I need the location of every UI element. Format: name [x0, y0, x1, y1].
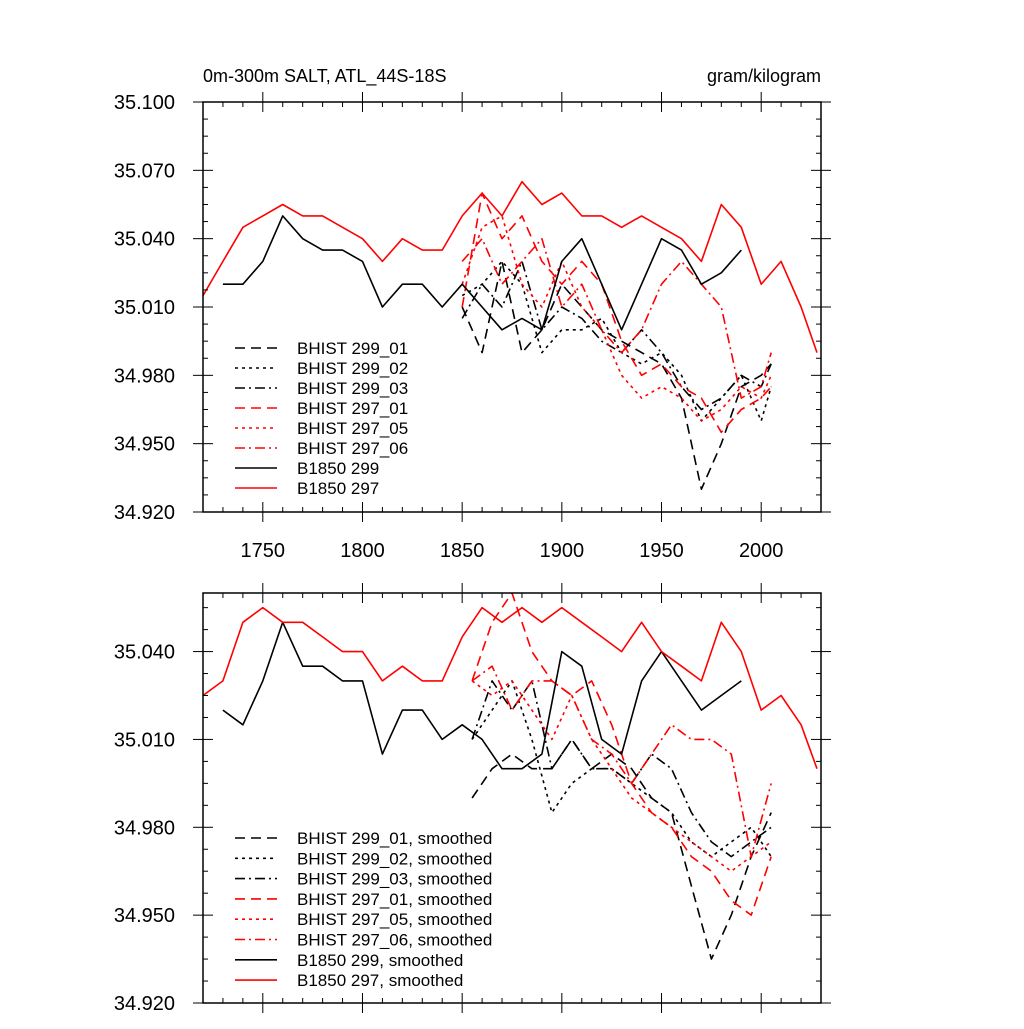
series-line-8 — [203, 180, 818, 353]
y-tick-label: 34.920 — [114, 502, 175, 524]
series-line-1 — [471, 738, 772, 960]
legend-label: BHIST 297_01, smoothed — [297, 890, 492, 909]
x-tick-label: 1900 — [540, 540, 585, 562]
legend-label: BHIST 299_02, smoothed — [297, 849, 492, 868]
y-tick-label: 35.070 — [114, 160, 175, 182]
series-group — [203, 180, 818, 491]
x-tick-label: 1850 — [440, 540, 485, 562]
legend-label: BHIST 297_05 — [297, 419, 408, 438]
bottom-panel: 34.920 34.950 34.980 35.010 35.040 BHIST 299_… — [114, 583, 831, 1015]
legend-label: BHIST 299_03 — [297, 379, 408, 398]
y-tick-label: 35.040 — [114, 229, 175, 251]
x-tick-label: 2000 — [739, 540, 784, 562]
y-tick-label: 34.920 — [114, 993, 175, 1015]
y-tick-label: 35.010 — [114, 729, 175, 751]
series-line-8 — [203, 606, 818, 769]
series-line-7 — [222, 621, 742, 770]
y-tick-label: 35.040 — [114, 642, 175, 664]
legend-label: BHIST 297_01 — [297, 399, 408, 418]
y-tick-label: 34.950 — [114, 905, 175, 927]
series-line-7 — [222, 215, 742, 331]
legend-label: BHIST 299_01 — [297, 339, 408, 358]
chart-units: gram/kilogram — [707, 66, 821, 86]
plot-frame — [202, 592, 822, 1004]
series-line-4 — [461, 192, 772, 434]
y-tick-label: 35.100 — [114, 92, 175, 114]
series-line-6 — [461, 237, 772, 399]
chart-title: 0m-300m SALT, ATL_44S-18S — [203, 66, 446, 87]
y-tick-label: 34.980 — [114, 365, 175, 387]
series-line-6 — [471, 665, 772, 858]
y-tick-label: 34.980 — [114, 817, 175, 839]
series-line-3 — [471, 680, 772, 858]
legend-label: BHIST 297_05, smoothed — [297, 910, 492, 929]
legend-label: B1850 299 — [297, 459, 379, 478]
legend-label: B1850 297, smoothed — [297, 971, 463, 990]
y-tick-label: 34.950 — [114, 434, 175, 456]
series-line-3 — [461, 260, 772, 411]
x-tick-label: 1750 — [241, 540, 286, 562]
y-tick-label: 35.010 — [114, 297, 175, 319]
legend-label: B1850 299, smoothed — [297, 951, 463, 970]
legend-label: BHIST 299_02 — [297, 359, 408, 378]
legend-label: BHIST 299_01, smoothed — [297, 829, 492, 848]
x-tick-label: 1950 — [639, 540, 684, 562]
x-tick-label: 1800 — [340, 540, 385, 562]
top-panel: 1750 1800 1850 1900 1950 2000 34.920 34.950 34.9… — [114, 92, 831, 562]
series-line-5 — [461, 215, 772, 422]
legend-label: BHIST 297_06, smoothed — [297, 931, 492, 950]
legend-label: B1850 297 — [297, 479, 379, 498]
series-group — [203, 593, 818, 960]
legend-label: BHIST 297_06 — [297, 439, 408, 458]
legend-label: BHIST 299_03, smoothed — [297, 870, 492, 889]
